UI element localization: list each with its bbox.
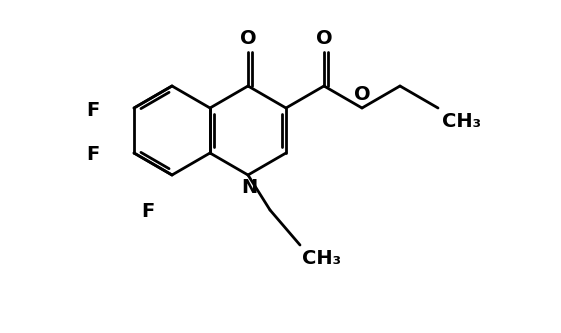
Text: O: O	[240, 29, 256, 48]
Text: F: F	[87, 146, 100, 165]
Text: CH₃: CH₃	[442, 112, 481, 131]
Text: N: N	[241, 178, 257, 197]
Text: CH₃: CH₃	[302, 249, 341, 268]
Text: O: O	[316, 29, 332, 48]
Text: F: F	[141, 202, 155, 221]
Text: O: O	[353, 85, 370, 104]
Text: F: F	[87, 101, 100, 120]
